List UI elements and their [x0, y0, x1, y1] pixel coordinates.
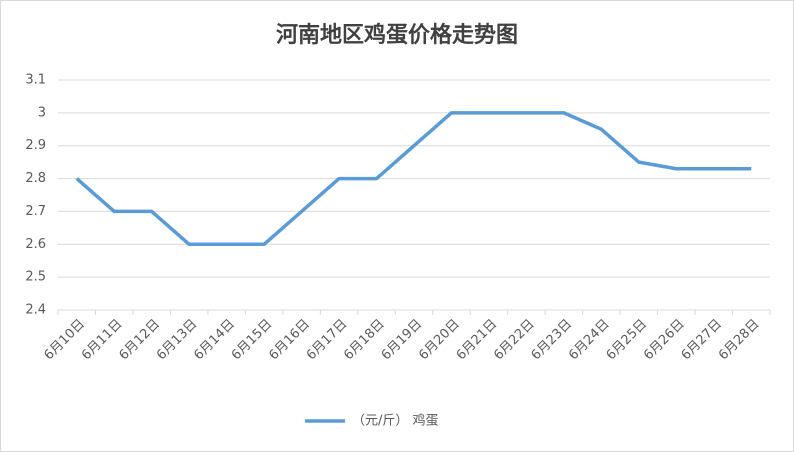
- y-tick-label: 2.4: [25, 303, 46, 318]
- y-tick-label: 2.6: [25, 237, 46, 252]
- y-tick-label: 2.8: [25, 171, 46, 186]
- y-tick-label: 3.1: [25, 73, 46, 88]
- y-tick-label: 2.9: [25, 138, 46, 153]
- y-tick-label: 2.7: [25, 204, 46, 219]
- data-line: [75, 111, 752, 247]
- y-tick-label: 2.5: [25, 270, 46, 285]
- chart-title: 河南地区鸡蛋价格走势图: [276, 22, 518, 48]
- legend-label: （元/斤） 鸡蛋: [352, 413, 439, 429]
- y-tick-label: 3: [38, 105, 46, 120]
